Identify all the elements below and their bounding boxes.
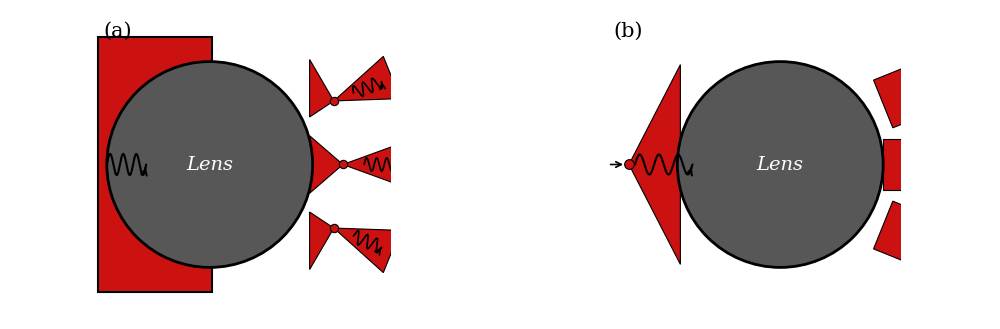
Polygon shape [334,56,400,101]
Bar [98,38,212,291]
Polygon shape [310,60,334,117]
Circle shape [107,62,313,267]
Polygon shape [343,142,405,187]
Polygon shape [883,139,992,190]
Text: (a): (a) [104,22,132,41]
Polygon shape [629,64,680,265]
Text: Lens: Lens [186,156,233,173]
Polygon shape [334,228,400,273]
Polygon shape [310,212,334,269]
Circle shape [677,62,883,267]
Polygon shape [310,136,343,193]
Text: (b): (b) [614,22,643,41]
Text: Lens: Lens [757,156,804,173]
Polygon shape [874,39,994,128]
Polygon shape [874,201,994,290]
